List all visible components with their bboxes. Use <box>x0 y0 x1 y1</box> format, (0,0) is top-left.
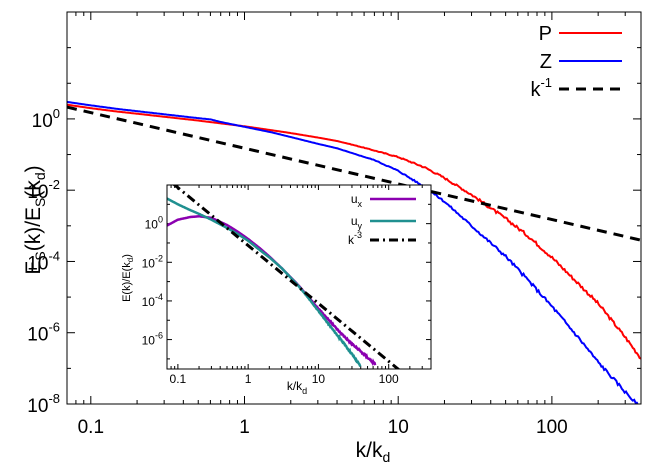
inset-series-line-k3 <box>172 185 401 369</box>
legend-label: k-1 <box>530 75 552 101</box>
inset-x-tick-label: 0.1 <box>170 372 187 386</box>
y-tick-label: 10-8 <box>27 391 60 417</box>
legend-label: Z <box>540 51 552 73</box>
series-line-z <box>67 100 639 404</box>
inset-y-axis-label: E(k)/E(kd) <box>121 254 135 302</box>
legend-label: P <box>539 23 552 45</box>
x-tick-label: 1 <box>239 417 250 438</box>
inset-y-tick-label: 10-4 <box>142 292 163 309</box>
y-tick-label: 10-4 <box>27 248 60 274</box>
y-tick-label: 100 <box>32 106 60 132</box>
x-axis-label: k/kd <box>356 439 391 465</box>
main-plot-frame <box>66 11 642 405</box>
series-line-k1 <box>67 105 641 242</box>
inset-y-tick-label: 100 <box>145 215 163 232</box>
inset-plot-frame <box>166 184 432 370</box>
inset-x-tick-label: 100 <box>379 372 399 386</box>
x-tick-label: 100 <box>536 417 568 438</box>
inset-x-tick-label: 10 <box>312 372 326 386</box>
x-tick-label: 10 <box>388 417 409 438</box>
inset-x-axis-label: k/kd <box>287 379 307 396</box>
inset-series-line-uy <box>167 197 362 368</box>
y-tick-label: 10-6 <box>27 320 60 346</box>
y-tick-label: 10-2 <box>27 177 60 203</box>
inset-y-tick-label: 10-6 <box>142 331 163 348</box>
inset-background <box>167 185 431 369</box>
inset-legend-label: k-3 <box>348 230 362 247</box>
y-axis-label: ES(k)/ES(kd) <box>22 165 48 274</box>
inset-legend-label: uy <box>351 214 363 231</box>
inset-x-tick-label: 1 <box>245 372 252 386</box>
inset-y-tick-label: 10-2 <box>142 253 163 270</box>
inset-legend-label: ux <box>351 192 363 209</box>
x-tick-label: 0.1 <box>78 417 104 438</box>
series-line-p <box>67 103 641 360</box>
